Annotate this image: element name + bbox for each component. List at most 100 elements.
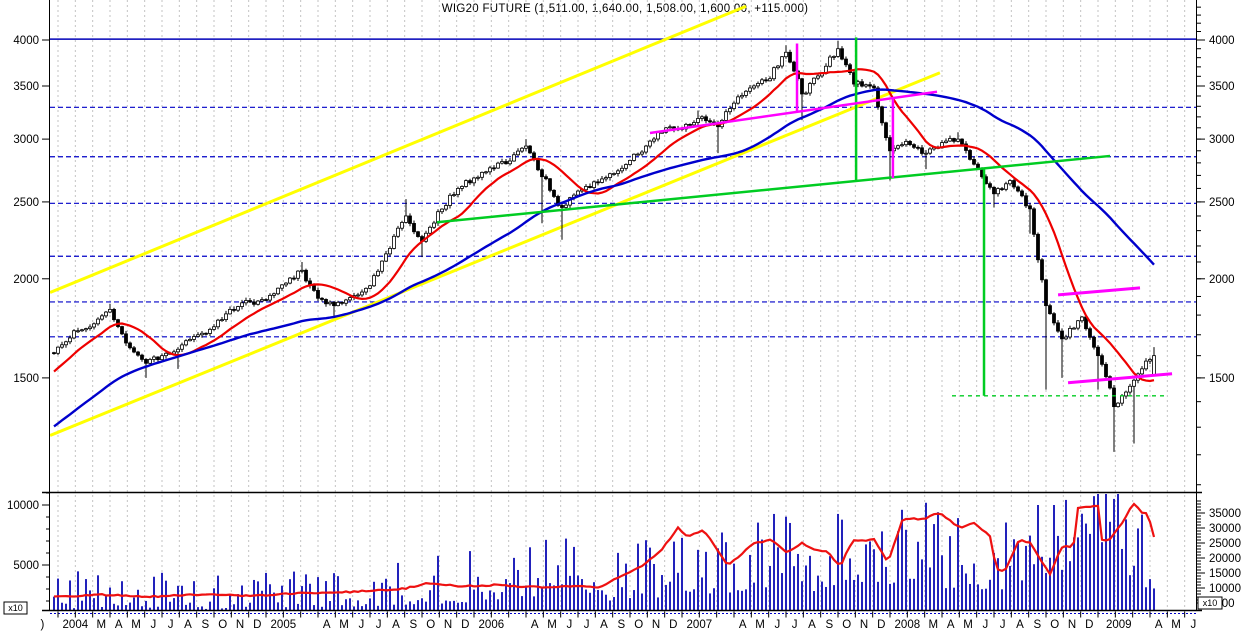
x-axis-month-label: J — [168, 619, 174, 631]
x-axis-month-label: D — [253, 619, 261, 631]
x-axis-month-label: A — [1155, 619, 1163, 631]
svg-text:35000: 35000 — [1209, 508, 1241, 520]
x-axis-month-label: A — [115, 619, 123, 631]
x-axis-month-label: S — [825, 619, 833, 631]
x-axis-month-label: O — [634, 619, 643, 631]
x-axis-month-label: ) — [40, 619, 44, 631]
x-axis-month-label: O — [1050, 619, 1059, 631]
x-axis-month-label: J — [150, 619, 156, 631]
svg-text:5000: 5000 — [13, 560, 39, 572]
trendline-magenta-seg-lower — [1067, 372, 1173, 385]
trendline-magenta-diagonal — [649, 90, 938, 135]
x-axis-year-label: 2008 — [895, 619, 921, 631]
x-axis-year-label: 2006 — [479, 619, 505, 631]
svg-text:4000: 4000 — [1209, 35, 1235, 47]
x-axis-month-label: A — [600, 619, 608, 631]
svg-text:30000: 30000 — [1209, 523, 1241, 535]
svg-text:1500: 1500 — [1209, 373, 1235, 385]
svg-text:20000: 20000 — [1209, 553, 1241, 565]
x-axis-month-label: S — [617, 619, 625, 631]
x-axis-month-label: D — [461, 619, 469, 631]
trendline-channel-lower — [50, 71, 941, 437]
x-axis-month-label: A — [392, 619, 400, 631]
x-axis-month-label: J — [774, 619, 780, 631]
svg-text:2500: 2500 — [1209, 197, 1235, 209]
volume-axis-left: 10000 5000 — [7, 492, 50, 602]
x-axis-month-label: J — [982, 619, 988, 631]
x-axis-month-label: N — [444, 619, 452, 631]
x-axis-month-label: J — [376, 619, 382, 631]
x-axis-month-label: M — [97, 619, 107, 631]
x-axis-month-label: M — [131, 619, 141, 631]
svg-text:1500: 1500 — [13, 373, 39, 385]
x-axis-labels: ) 2004 M A M J J A S O N D 2005 A M J J A S O N D 2006 A M J J A S O N… — [40, 611, 1196, 631]
x-axis-month-label: A — [739, 619, 747, 631]
x-axis-month-label: A — [1016, 619, 1024, 631]
vertical-gridlines — [57, 0, 1186, 611]
x-axis-month-label: M — [963, 619, 973, 631]
trendline-support-green — [436, 154, 1111, 224]
x10-box-right: x10 — [1197, 596, 1223, 610]
svg-text:2000: 2000 — [1209, 274, 1235, 286]
svg-text:3000: 3000 — [13, 134, 39, 146]
x-axis-month-label: N — [236, 619, 244, 631]
x-axis-year-label: 2007 — [687, 619, 713, 631]
x-axis-month-label: O — [218, 619, 227, 631]
price-axis-left: 4000 3500 3000 2500 2000 1500 — [13, 35, 50, 385]
svg-text:3500: 3500 — [13, 81, 39, 93]
x-axis-month-label: O — [426, 619, 435, 631]
x-axis-month-label: M — [755, 619, 765, 631]
trend-overlay-lines[interactable] — [436, 37, 1173, 397]
svg-text:2000: 2000 — [13, 274, 39, 286]
x-axis-month-label: A — [184, 619, 192, 631]
svg-text:4000: 4000 — [13, 35, 39, 47]
x-axis-month-label: A — [947, 619, 955, 631]
x-axis-month-label: M — [1171, 619, 1181, 631]
trendline-magenta-seg-upper — [1057, 286, 1141, 297]
volume-bars — [53, 494, 1155, 611]
svg-text:3000: 3000 — [1209, 134, 1235, 146]
x-axis-month-label: A — [323, 619, 331, 631]
x-axis-month-label: J — [566, 619, 572, 631]
x-axis-month-label: O — [842, 619, 851, 631]
volume-axis-right: 3500030000250002000015000100005000 — [1197, 500, 1241, 610]
trendline-channel-upper — [50, 4, 747, 294]
x-axis-month-label: S — [1033, 619, 1041, 631]
x-axis-month-label: N — [652, 619, 660, 631]
x-axis-year-label: 2005 — [271, 619, 297, 631]
x10-box-left: x10 — [3, 601, 28, 615]
x-axis-month-label: S — [409, 619, 417, 631]
ma-slow-line — [53, 88, 1155, 428]
x-axis-month-label: N — [1068, 619, 1076, 631]
x-axis-month-label: J — [1000, 619, 1006, 631]
x-axis-month-label: M — [929, 619, 939, 631]
x-axis-month-label: A — [808, 619, 816, 631]
price-level-lines — [50, 38, 1197, 338]
panel-borders — [42, 0, 1202, 614]
svg-text:15000: 15000 — [1209, 568, 1241, 580]
svg-text:x10: x10 — [1203, 598, 1218, 608]
x-axis-month-label: N — [860, 619, 868, 631]
x-axis-month-label: D — [1085, 619, 1093, 631]
x-axis-month-label: J — [584, 619, 590, 631]
svg-text:x10: x10 — [8, 603, 23, 613]
x-axis-year-label: 2009 — [1106, 619, 1132, 631]
x-axis-month-label: M — [339, 619, 349, 631]
x-axis-month-label: D — [669, 619, 677, 631]
svg-text:2500: 2500 — [13, 197, 39, 209]
candlestick-series — [52, 40, 1156, 452]
price-axis-right: 4000 3500 3000 2500 2000 1500 — [1197, 6, 1235, 486]
x-axis-year-label: 2004 — [63, 619, 89, 631]
ma-fast-line — [53, 68, 1155, 383]
x-axis-month-label: A — [531, 619, 539, 631]
x-axis-month-label: J — [358, 619, 364, 631]
x-axis-month-label: D — [877, 619, 885, 631]
ma-fast-path — [53, 68, 1155, 383]
svg-text:10000: 10000 — [1209, 583, 1241, 595]
open-interest-line — [53, 502, 1156, 599]
x-axis-month-label: J — [792, 619, 798, 631]
ma-slow-path — [53, 88, 1155, 428]
trend-channel-lines[interactable] — [50, 4, 941, 437]
